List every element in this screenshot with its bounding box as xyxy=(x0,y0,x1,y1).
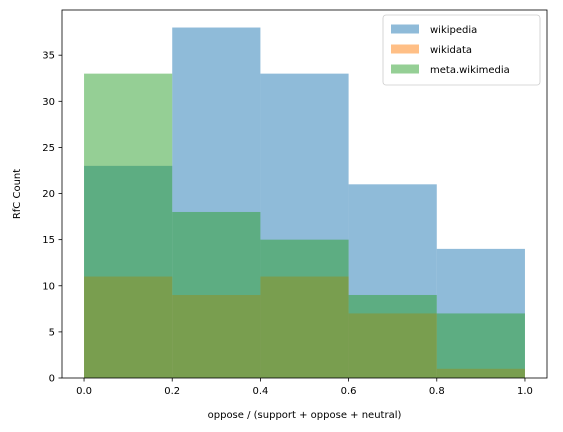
legend-swatch-wikidata xyxy=(391,44,419,54)
legend-label-meta-wikimedia: meta.wikimedia xyxy=(430,65,510,76)
plot-frame xyxy=(61,9,548,379)
y-tick-label: 15 xyxy=(42,235,55,246)
y-tick-label: 35 xyxy=(42,51,55,62)
y-tick-label: 0 xyxy=(49,374,55,385)
y-axis-label: RfC Count xyxy=(12,169,23,219)
y-tick-label: 10 xyxy=(42,281,55,292)
histogram-bars xyxy=(84,27,525,379)
bar-meta-wikimedia-bin-1 xyxy=(84,73,173,378)
y-tick-label: 30 xyxy=(42,97,55,108)
x-axis-label: oppose / (support + oppose + neutral) xyxy=(208,410,402,421)
x-tick-label: 0.4 xyxy=(252,386,268,397)
x-axis-ticks: 0.0 0.2 0.4 0.6 0.8 1.0 xyxy=(76,378,533,397)
bar-meta-wikimedia-bin-3 xyxy=(260,239,349,378)
legend-label-wikidata: wikidata xyxy=(430,45,472,56)
x-tick-label: 0.6 xyxy=(341,386,357,397)
y-axis-ticks: 0 5 10 15 20 25 30 35 xyxy=(42,51,62,385)
legend: wikipedia wikidata meta.wikimedia xyxy=(382,14,541,86)
x-tick-label: 0.0 xyxy=(76,386,92,397)
bar-meta-wikimedia-bin-4 xyxy=(348,294,437,378)
bar-meta-wikimedia-bin-2 xyxy=(172,211,261,378)
bar-meta-wikimedia-bin-5 xyxy=(436,313,525,378)
y-tick-label: 20 xyxy=(42,189,55,200)
y-tick-label: 25 xyxy=(42,143,55,154)
legend-label-wikipedia: wikipedia xyxy=(430,25,477,36)
x-tick-label: 0.2 xyxy=(164,386,180,397)
y-tick-label: 5 xyxy=(49,327,55,338)
legend-box xyxy=(382,14,541,86)
legend-swatch-wikipedia xyxy=(391,24,419,34)
legend-swatch-meta-wikimedia xyxy=(391,64,419,74)
x-tick-label: 1.0 xyxy=(517,386,533,397)
x-tick-label: 0.8 xyxy=(429,386,445,397)
